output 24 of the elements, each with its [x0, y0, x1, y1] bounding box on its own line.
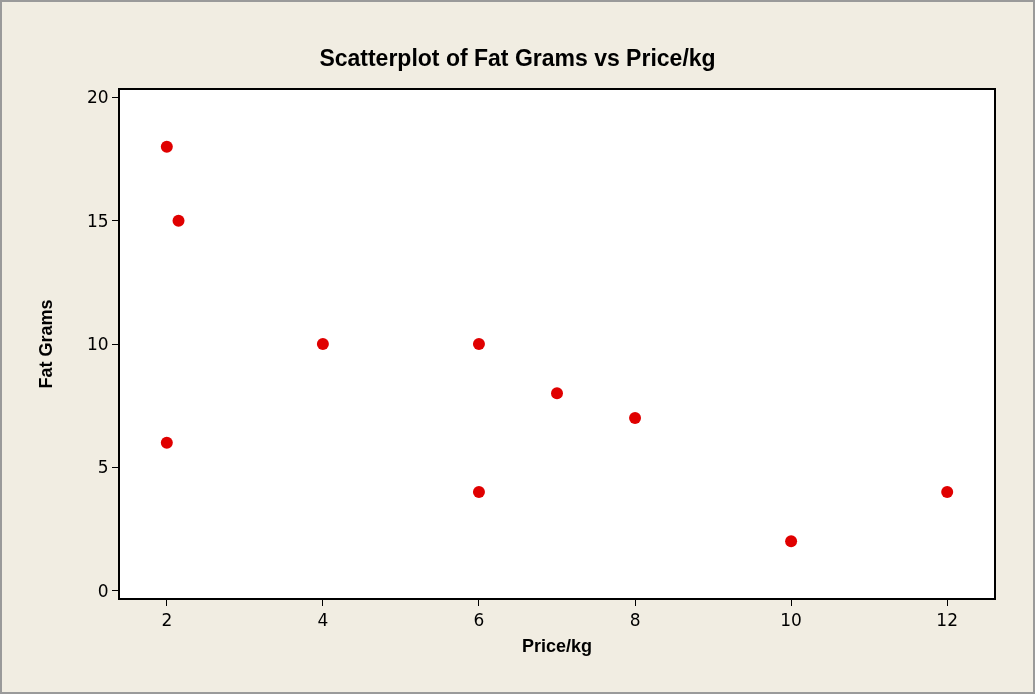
x-tick-label: 4 [317, 610, 329, 631]
point [316, 338, 329, 350]
y-tick-label: 20 [86, 87, 109, 108]
point [941, 485, 954, 498]
point [785, 535, 798, 548]
x-tick-label: 6 [473, 610, 485, 631]
y-tick-label: 0 [97, 580, 109, 601]
y-tick-label: 15 [86, 210, 109, 231]
chart-title: Scatterplot of Fat Grams vs Price/kg [319, 45, 716, 72]
x-tick-label: 12 [936, 610, 958, 631]
x-tick-label: 8 [629, 610, 641, 631]
y-tick-label: 5 [97, 457, 109, 478]
point [160, 140, 173, 153]
point [551, 387, 563, 400]
x-axis-title: Price/kg [521, 636, 593, 656]
y-tick-label: 10 [86, 333, 109, 354]
point [172, 214, 185, 227]
point [472, 485, 485, 498]
point [629, 411, 642, 424]
x-tick-label: 2 [161, 610, 173, 631]
y-axis-title: Fat Grams [35, 299, 56, 389]
point [160, 436, 173, 449]
point [472, 338, 485, 350]
x-tick-label: 10 [780, 610, 802, 631]
